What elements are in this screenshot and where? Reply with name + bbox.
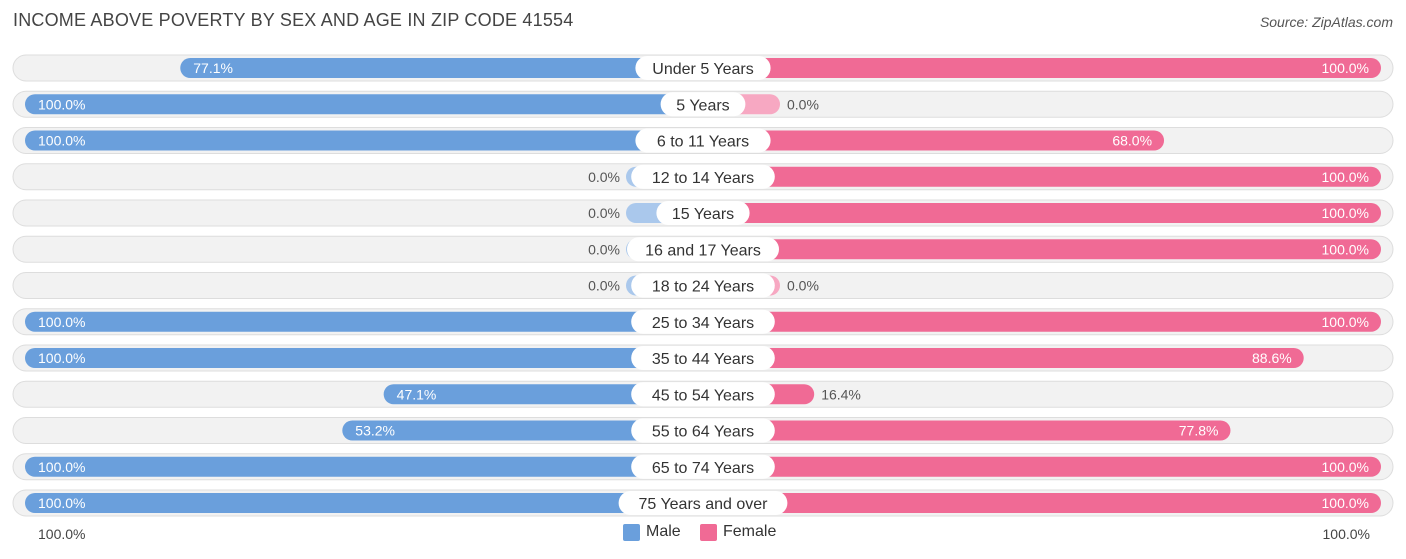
category-label: 65 to 74 Years [652, 460, 754, 477]
data-label-male: 0.0% [588, 205, 620, 221]
category-pill [631, 382, 775, 407]
data-label-female: 16.4% [821, 386, 861, 402]
category-pill [631, 418, 775, 443]
category-pill [618, 491, 788, 515]
data-label-female: 77.8% [1179, 423, 1219, 439]
bar-female [703, 493, 1381, 513]
bar-male [180, 58, 704, 78]
bar-female [703, 203, 1381, 223]
legend-swatch-female [700, 523, 717, 541]
legend-label-female: Female [723, 523, 777, 540]
data-label-male: 100.0% [38, 350, 85, 366]
category-label: 35 to 44 Years [652, 351, 754, 368]
category-label: 16 and 17 Years [645, 242, 761, 259]
category-pill [631, 346, 775, 370]
data-label-female: 68.0% [1112, 133, 1152, 149]
data-label-male: 77.1% [193, 60, 233, 76]
data-label-male: 100.0% [38, 314, 85, 330]
category-pill [635, 128, 771, 153]
bar-male [25, 493, 703, 513]
bar-female [703, 456, 1381, 477]
category-label: Under 5 Years [652, 61, 753, 78]
bar-male [25, 311, 703, 332]
bar-male [342, 420, 703, 441]
category-pill [627, 237, 779, 262]
chart-source: Source: ZipAtlas.com [1259, 14, 1393, 30]
bar-female [703, 130, 1165, 151]
category-pill [631, 273, 775, 298]
bar-male [383, 384, 703, 405]
bar-female [703, 420, 1231, 441]
legend-swatch-male [623, 523, 640, 541]
axis-label-left: 100.0% [38, 526, 86, 542]
data-label-female: 88.6% [1252, 350, 1292, 366]
bar-male [25, 348, 703, 368]
category-pill [631, 309, 775, 334]
data-label-male: 0.0% [588, 241, 620, 257]
legend-item-male: Male [623, 523, 681, 541]
bar-male [25, 456, 703, 477]
data-label-male: 100.0% [38, 96, 85, 112]
bar-male [25, 94, 703, 115]
axis-label-right: 100.0% [1322, 526, 1370, 542]
bar-female [703, 58, 1381, 78]
chart-title: INCOME ABOVE POVERTY BY SEX AND AGE IN Z… [13, 10, 574, 30]
data-label-male: 0.0% [588, 278, 620, 294]
category-label: 18 to 24 Years [652, 279, 754, 296]
category-label: 25 to 34 Years [652, 315, 754, 332]
data-label-female: 0.0% [787, 96, 819, 112]
data-label-female: 100.0% [1322, 205, 1369, 221]
legend: Male Female [0, 523, 1406, 545]
data-label-female: 0.0% [787, 278, 819, 294]
category-pill [656, 201, 750, 225]
category-pill [631, 454, 775, 479]
data-label-male: 100.0% [38, 495, 85, 511]
bar-female [703, 348, 1304, 368]
data-label-male: 0.0% [588, 169, 620, 185]
category-pill [635, 56, 771, 80]
category-label: 6 to 11 Years [657, 134, 749, 151]
data-label-female: 100.0% [1322, 60, 1369, 76]
legend-label-male: Male [646, 523, 681, 540]
data-label-male: 53.2% [355, 423, 395, 439]
category-pill [631, 164, 775, 189]
bar-female [703, 311, 1381, 332]
category-pill [660, 92, 746, 117]
data-label-female: 100.0% [1322, 241, 1369, 257]
bar-male [25, 130, 703, 151]
data-label-female: 100.0% [1322, 495, 1369, 511]
data-label-female: 100.0% [1322, 169, 1369, 185]
data-label-male: 100.0% [38, 459, 85, 475]
category-label: 75 Years and over [639, 496, 769, 513]
category-label: 12 to 14 Years [652, 170, 754, 187]
data-label-female: 100.0% [1322, 459, 1369, 475]
bar-female [703, 166, 1381, 187]
category-label: 55 to 64 Years [652, 424, 754, 441]
category-label: 45 to 54 Years [652, 387, 754, 404]
data-label-male: 100.0% [38, 133, 85, 149]
data-label-male: 47.1% [397, 386, 437, 402]
data-label-female: 100.0% [1322, 314, 1369, 330]
category-label: 15 Years [672, 206, 734, 223]
bar-female [703, 239, 1381, 260]
category-label: 5 Years [676, 97, 729, 114]
legend-item-female: Female [700, 523, 776, 541]
